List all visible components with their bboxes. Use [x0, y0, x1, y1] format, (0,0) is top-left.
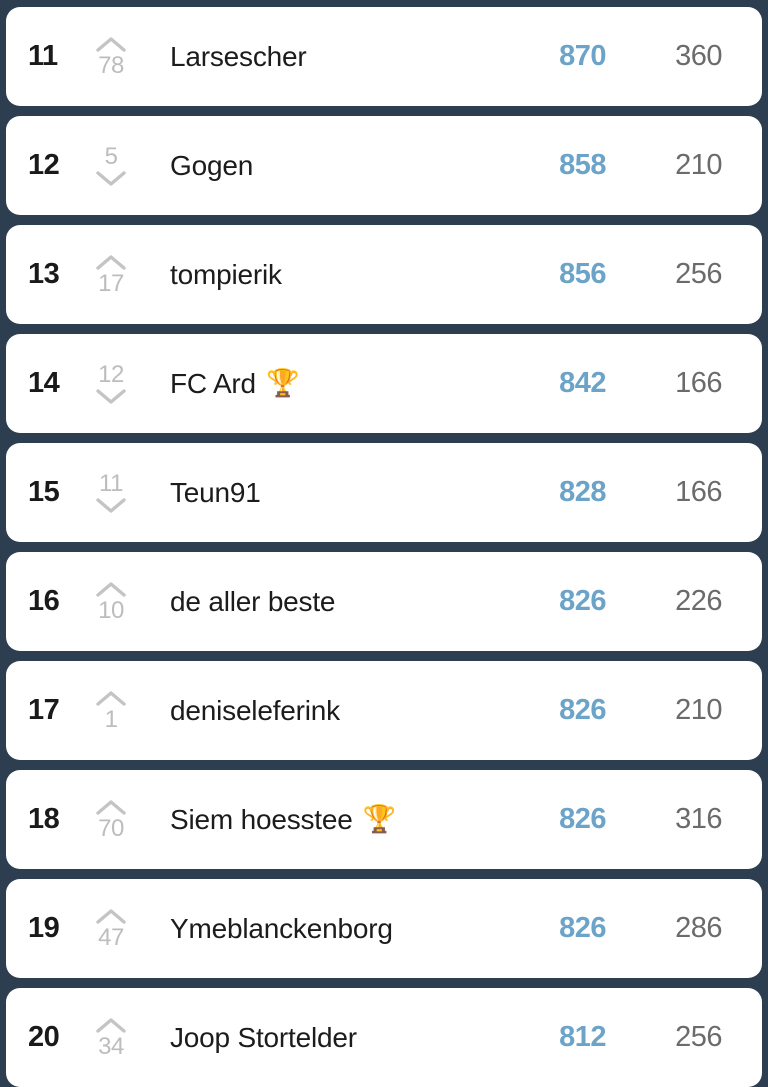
- rank-number: 15: [28, 476, 60, 508]
- score-value: 870: [559, 40, 606, 72]
- chevron-down-icon: [96, 170, 126, 187]
- rank-number: 14: [28, 367, 60, 399]
- movement-indicator: 12: [80, 360, 142, 405]
- leaderboard-row[interactable]: 18 70 Siem hoesstee 🏆 826 316: [6, 770, 762, 869]
- points-value: 166: [675, 367, 722, 399]
- movement-indicator: 5: [80, 142, 142, 187]
- player-name: Teun91: [170, 476, 261, 508]
- player-name: de aller beste: [170, 585, 336, 617]
- score-value: 842: [559, 367, 606, 399]
- points-value: 166: [675, 476, 722, 508]
- score-value: 812: [559, 1021, 606, 1053]
- rank-number: 19: [28, 912, 60, 944]
- player-name: FC Ard: [170, 367, 256, 399]
- player-name-cell: Gogen: [142, 150, 508, 182]
- chevron-up-icon: [96, 799, 126, 816]
- player-name: Larsescher: [170, 40, 307, 72]
- movement-count: 78: [98, 51, 124, 79]
- chevron-up-icon: [96, 1017, 126, 1034]
- movement-indicator: 10: [80, 581, 142, 623]
- chevron-up-icon: [96, 36, 126, 53]
- movement-count: 47: [98, 923, 124, 951]
- score-value: 856: [559, 258, 606, 290]
- score-value: 826: [559, 912, 606, 944]
- chevron-up-icon: [96, 690, 126, 707]
- movement-indicator: 78: [80, 36, 142, 78]
- score-value: 826: [559, 803, 606, 835]
- rank-number: 16: [28, 585, 60, 617]
- movement-indicator: 70: [80, 799, 142, 841]
- leaderboard-row[interactable]: 20 34 Joop Stortelder 812 256: [6, 988, 762, 1087]
- player-name-cell: deniseleferink: [142, 695, 508, 727]
- chevron-up-icon: [96, 908, 126, 925]
- player-name-cell: Ymeblanckenborg: [142, 913, 508, 945]
- movement-count: 11: [99, 469, 123, 497]
- movement-count: 70: [98, 814, 124, 842]
- movement-indicator: 34: [80, 1017, 142, 1059]
- score-value: 826: [559, 585, 606, 617]
- player-name: Ymeblanckenborg: [170, 912, 393, 944]
- player-name-cell: Larsescher: [142, 41, 508, 73]
- chevron-up-icon: [96, 254, 126, 271]
- player-name-cell: Siem hoesstee 🏆: [142, 804, 508, 836]
- player-name-cell: tompierik: [142, 259, 508, 291]
- points-value: 210: [675, 149, 722, 181]
- points-value: 226: [675, 585, 722, 617]
- chevron-down-icon: [96, 388, 126, 405]
- leaderboard-row[interactable]: 15 11 Teun91 828 166: [6, 443, 762, 542]
- leaderboard-row[interactable]: 17 1 deniseleferink 826 210: [6, 661, 762, 760]
- player-name: Siem hoesstee: [170, 803, 353, 835]
- leaderboard-row[interactable]: 12 5 Gogen 858 210: [6, 116, 762, 215]
- points-value: 256: [675, 1021, 722, 1053]
- player-name: Joop Stortelder: [170, 1021, 357, 1053]
- leaderboard-row[interactable]: 11 78 Larsescher 870 360: [6, 7, 762, 106]
- player-name: tompierik: [170, 258, 282, 290]
- rank-number: 11: [28, 40, 58, 72]
- movement-count: 17: [98, 269, 124, 297]
- player-name: Gogen: [170, 149, 254, 181]
- chevron-down-icon: [96, 497, 126, 514]
- player-name-cell: de aller beste: [142, 586, 508, 618]
- leaderboard-row[interactable]: 14 12 FC Ard 🏆 842 166: [6, 334, 762, 433]
- trophy-icon: 🏆: [362, 804, 397, 834]
- rank-number: 13: [28, 258, 60, 290]
- movement-indicator: 47: [80, 908, 142, 950]
- movement-indicator: 11: [80, 469, 142, 514]
- trophy-icon: 🏆: [265, 368, 300, 398]
- score-value: 828: [559, 476, 606, 508]
- points-value: 210: [675, 694, 722, 726]
- rank-number: 17: [28, 694, 60, 726]
- points-value: 360: [675, 40, 722, 72]
- movement-count: 1: [104, 705, 118, 733]
- movement-indicator: 1: [80, 690, 142, 732]
- player-name-cell: Joop Stortelder: [142, 1022, 508, 1054]
- points-value: 286: [675, 912, 722, 944]
- points-value: 256: [675, 258, 722, 290]
- leaderboard-row[interactable]: 19 47 Ymeblanckenborg 826 286: [6, 879, 762, 978]
- rank-number: 12: [28, 149, 60, 181]
- movement-count: 5: [104, 142, 118, 170]
- rank-number: 18: [28, 803, 60, 835]
- score-value: 858: [559, 149, 606, 181]
- leaderboard-row[interactable]: 16 10 de aller beste 826 226: [6, 552, 762, 651]
- player-name: deniseleferink: [170, 694, 340, 726]
- movement-count: 34: [98, 1032, 124, 1060]
- rank-number: 20: [28, 1021, 60, 1053]
- movement-count: 12: [98, 360, 124, 388]
- movement-indicator: 17: [80, 254, 142, 296]
- score-value: 826: [559, 694, 606, 726]
- leaderboard-row[interactable]: 13 17 tompierik 856 256: [6, 225, 762, 324]
- chevron-up-icon: [96, 581, 126, 598]
- points-value: 316: [675, 803, 722, 835]
- movement-count: 10: [98, 596, 124, 624]
- player-name-cell: Teun91: [142, 477, 508, 509]
- player-name-cell: FC Ard 🏆: [142, 368, 508, 400]
